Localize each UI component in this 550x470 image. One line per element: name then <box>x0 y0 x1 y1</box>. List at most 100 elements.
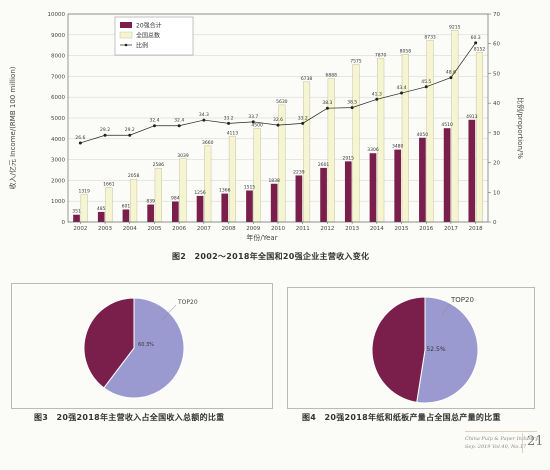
y-tick-label: 3000 <box>51 158 65 164</box>
bar-national-label: 1319 <box>78 189 90 195</box>
y2-axis-label: 比例/proportion/% <box>516 97 525 159</box>
bar-top20 <box>369 153 377 222</box>
bar-top20-label: 1366 <box>219 188 231 194</box>
pie-slice-label: 60.3% <box>138 342 154 348</box>
ratio-point-label: 33.7 <box>248 114 258 120</box>
ratio-point <box>350 106 354 110</box>
y2-tick-label: 60 <box>493 42 500 48</box>
bar-national <box>204 145 212 223</box>
ratio-point <box>128 133 132 137</box>
pie-leader-line <box>161 304 177 321</box>
main-chart: 351 1319 485 1661 601 2058 839 2586 984 3039 1256 3… <box>8 12 525 242</box>
chart-caption-3: 图3 20强2018年主营收入占全国收入总额的比重 <box>34 413 225 422</box>
bar-national <box>352 64 360 223</box>
pie-chart-4: TOP20 52.5% <box>371 296 479 404</box>
x-tick-label: 2010 <box>271 226 285 232</box>
bar-top20 <box>122 209 130 222</box>
ratio-point <box>400 91 404 95</box>
y-tick-label: 10000 <box>48 12 66 18</box>
ratio-point <box>177 124 181 128</box>
y-tick-label: 9000 <box>51 33 65 39</box>
bar-top20-label: 351 <box>72 209 81 215</box>
bar-top20-label: 984 <box>171 196 180 202</box>
x-tick-label: 2017 <box>444 226 458 232</box>
y2-tick-label: 10 <box>493 190 500 196</box>
bar-national-label: 8058 <box>400 48 412 54</box>
ratio-point-label: 45.5 <box>421 79 431 85</box>
ratio-point-label: 48.6 <box>446 70 456 76</box>
ratio-point-label: 41.3 <box>372 91 382 97</box>
bar-top20-label: 2239 <box>293 169 305 175</box>
bar-top20-label: 485 <box>97 206 106 212</box>
bar-national-label: 1661 <box>103 181 115 187</box>
ratio-point <box>276 123 280 127</box>
pie-slice-label: 52.5% <box>426 346 445 353</box>
bar-national-label: 8733 <box>424 34 436 40</box>
ratio-point <box>301 121 305 125</box>
bar-national <box>253 128 261 223</box>
pie-slice-other <box>371 296 426 403</box>
x-axis-label: 年份/Year <box>246 233 277 242</box>
bar-top20 <box>394 149 402 222</box>
ratio-point <box>474 41 478 45</box>
y-tick-label: 7000 <box>51 74 65 80</box>
bar-top20 <box>295 175 303 222</box>
legend-swatch-national <box>119 31 133 39</box>
y-tick-label: 4000 <box>51 137 65 143</box>
x-tick-label: 2013 <box>345 226 359 232</box>
bar-national-label: 3660 <box>202 140 214 146</box>
chart-caption-4: 图4 20强2018年纸和纸板产量占全国总产量的比重 <box>302 413 501 422</box>
page-number: 21 <box>527 434 544 449</box>
ratio-point-label: 32.4 <box>149 118 159 124</box>
y-tick-label: 8000 <box>51 54 65 60</box>
bar-top20-label: 601 <box>122 203 131 209</box>
bar-top20 <box>172 201 179 222</box>
bar-national <box>475 52 484 223</box>
y2-tick-label: 0 <box>493 220 497 226</box>
bar-national <box>401 54 409 223</box>
bar-top20 <box>97 211 105 222</box>
ratio-point <box>449 76 453 80</box>
bar-top20 <box>270 183 278 222</box>
bar-top20 <box>344 161 352 222</box>
pie-slice-top20 <box>103 297 185 399</box>
ratio-point-label: 33.2 <box>224 115 234 121</box>
journal-name: China Pulp & Paper Industry <box>465 436 539 442</box>
ratio-point <box>103 133 107 137</box>
bar-national <box>105 187 113 223</box>
x-tick-label: 2011 <box>296 226 310 232</box>
bar-national-label: 3039 <box>177 153 189 159</box>
legend-label-ratio: 比例 <box>136 42 148 50</box>
ratio-point <box>227 121 231 125</box>
bar-national <box>130 178 138 223</box>
x-tick-label: 2008 <box>222 226 236 232</box>
y2-tick-label: 30 <box>493 131 500 137</box>
bar-national <box>154 168 162 223</box>
y2-tick-label: 20 <box>493 161 500 167</box>
ratio-point-label: 60.3 <box>471 35 481 41</box>
bar-top20-label: 3480 <box>392 144 404 150</box>
y-tick-label: 6000 <box>51 95 65 101</box>
pie-panel-3: TOP20 60.3% <box>11 283 273 409</box>
bar-national <box>228 136 236 223</box>
ratio-point <box>325 106 329 110</box>
bar-top20-label: 4913 <box>466 114 478 120</box>
ratio-point <box>202 118 206 122</box>
x-tick-label: 2003 <box>98 226 112 232</box>
footer-rule <box>465 431 537 432</box>
bar-top20 <box>320 167 327 222</box>
pie-slice-other <box>83 297 135 389</box>
ratio-point <box>424 85 428 89</box>
x-tick-label: 2018 <box>469 226 483 232</box>
bar-national-label: 6738 <box>301 76 313 82</box>
bar-top20-label: 4050 <box>417 132 429 138</box>
x-tick-label: 2009 <box>246 226 260 232</box>
legend-marker-ratio <box>124 43 128 47</box>
ratio-point-label: 29.2 <box>100 127 110 133</box>
pie-slice-top20 <box>416 296 479 404</box>
ratio-point-label: 26.6 <box>75 135 85 141</box>
bar-national-label: 4500 <box>251 122 263 128</box>
bar-top20-label: 1256 <box>194 190 206 196</box>
bar-top20 <box>419 137 426 222</box>
ratio-point-label: 34.3 <box>199 112 209 118</box>
